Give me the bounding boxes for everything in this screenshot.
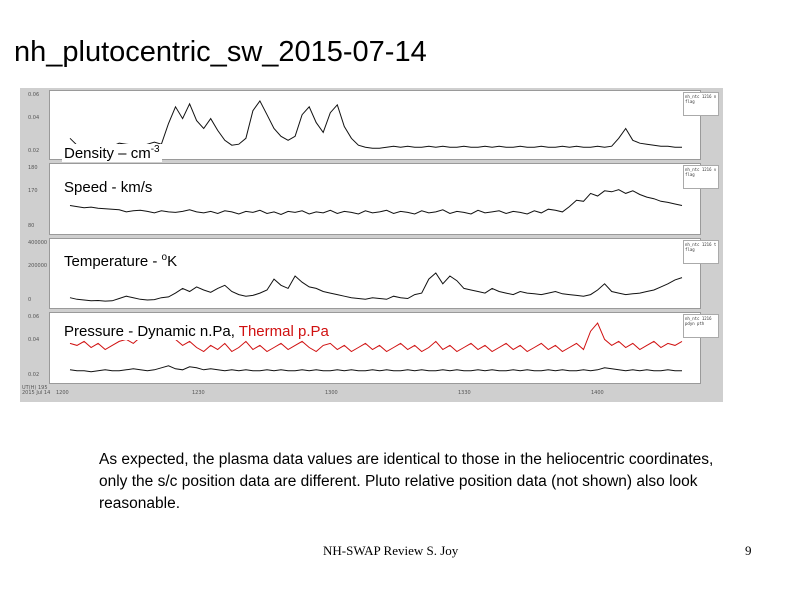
panel-legend: nh_ntc 1216 t flag bbox=[683, 240, 719, 264]
x-tick-label: 1400 bbox=[591, 390, 604, 396]
panel-legend: nh_ntc 1216 pdyn pth bbox=[683, 314, 719, 338]
plasma-plot: UT(H) 195 2015 Jul 14 0.06 0.04 0.02 nh_ntc… bbox=[20, 88, 723, 402]
series-line-1 bbox=[69, 189, 683, 216]
density-label: Density – cm-3 bbox=[62, 144, 162, 162]
y-tick-label: 0.04 bbox=[28, 115, 40, 121]
series-line-0 bbox=[69, 99, 682, 149]
panel-trace-area bbox=[69, 272, 683, 302]
y-tick-label: 170 bbox=[28, 188, 38, 194]
series-line-2 bbox=[69, 272, 683, 302]
y-tick-label: 200000 bbox=[28, 263, 48, 269]
y-tick-label: 0.02 bbox=[28, 148, 40, 154]
x-tick-label: 1200 bbox=[56, 390, 69, 396]
pressure-label: Pressure - Dynamic n.Pa, Thermal p.Pa bbox=[62, 323, 331, 340]
panel-trace-area bbox=[69, 99, 682, 149]
slide-note: As expected, the plasma data values are … bbox=[99, 451, 714, 512]
slide-title: nh_plutocentric_sw_2015-07-14 bbox=[14, 36, 427, 68]
panel-legend: nh_ntc 1216 v flag bbox=[683, 165, 719, 189]
panel-legend: nh_ntc 1216 n flag bbox=[683, 92, 719, 116]
y-tick-label: 0.02 bbox=[28, 372, 40, 378]
y-tick-label: 400000 bbox=[28, 240, 48, 246]
y-tick-label: 180 bbox=[28, 165, 38, 171]
plot-panel-2 bbox=[49, 238, 701, 309]
temperature-label: Temperature - oK bbox=[62, 252, 180, 270]
series-line-3 bbox=[69, 365, 682, 373]
page-number: 9 bbox=[745, 543, 752, 558]
x-tick-label: 1330 bbox=[458, 390, 471, 396]
speed-label: Speed - km/s bbox=[62, 179, 155, 196]
panel-trace-area bbox=[69, 189, 683, 216]
x-tick-label: 1300 bbox=[325, 390, 338, 396]
y-tick-label: 0.06 bbox=[28, 92, 40, 98]
y-tick-label: 0.04 bbox=[28, 337, 40, 343]
plot-panel-1 bbox=[49, 163, 701, 235]
slide-footer: NH-SWAP Review S. Joy bbox=[323, 543, 459, 558]
y-tick-label: 0.06 bbox=[28, 314, 40, 320]
x-corner-label: UT(H) 195 2015 Jul 14 bbox=[22, 385, 51, 396]
y-tick-label: 0 bbox=[28, 297, 32, 303]
x-tick-label: 1230 bbox=[192, 390, 205, 396]
y-tick-label: 80 bbox=[28, 223, 35, 229]
